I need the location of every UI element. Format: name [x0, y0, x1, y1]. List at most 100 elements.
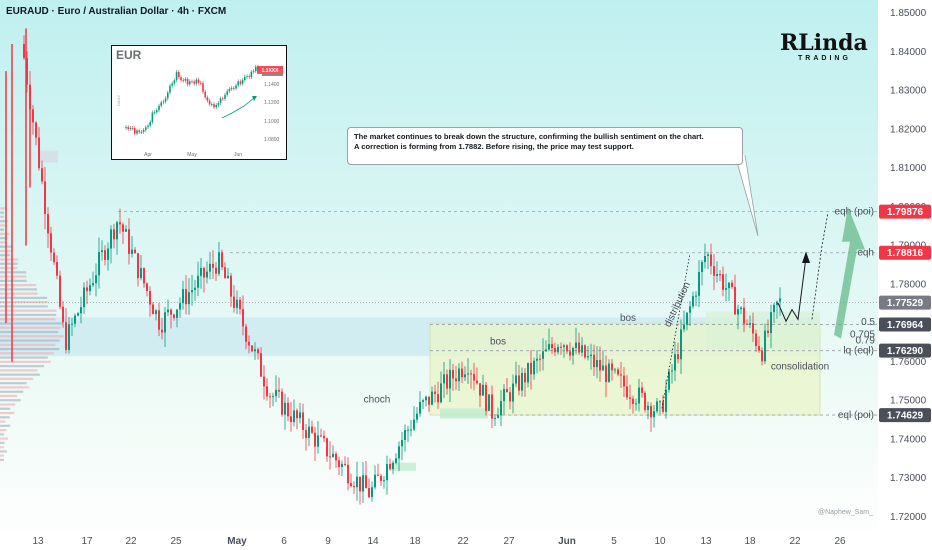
candle-body	[566, 345, 568, 352]
candle-body	[173, 314, 175, 318]
candle-body	[356, 476, 358, 488]
candle-body	[515, 375, 517, 384]
x-tick-label: 5	[611, 536, 617, 547]
chart-title: EURAUD · Euro / Australian Dollar · 4h ·…	[6, 6, 227, 17]
candle-body	[245, 326, 247, 342]
inset-candle-body	[186, 79, 189, 85]
candle-body	[317, 435, 319, 447]
candle-body	[647, 405, 649, 411]
candle-body	[179, 303, 181, 310]
candle-body	[425, 396, 427, 401]
volume-profile-bar	[0, 360, 51, 363]
candle-body	[398, 446, 400, 459]
candle-body	[611, 363, 613, 371]
x-tick-label: May	[227, 536, 247, 547]
candle-body	[221, 252, 223, 268]
candle-body	[188, 292, 190, 305]
candle-body	[200, 267, 202, 276]
candle-body	[350, 483, 352, 487]
volume-profile-bar	[0, 356, 48, 359]
level-label: lq (eql)	[843, 346, 874, 357]
inset-candle-body	[206, 97, 209, 101]
candle-body	[575, 342, 577, 348]
inset-candle-body	[241, 80, 244, 84]
candle-body	[692, 296, 694, 307]
y-tick-label: 1.82000	[890, 124, 927, 135]
volume-profile-bar	[0, 373, 40, 376]
candle-body	[737, 309, 739, 315]
price-tag	[879, 408, 931, 423]
inset-y-tick: 1.1400	[264, 82, 280, 88]
candle-body	[287, 402, 289, 417]
candle-body	[395, 458, 397, 463]
candle-body	[479, 383, 481, 396]
inset-candle-body	[175, 72, 178, 81]
y-tick-label: 1.76000	[890, 357, 927, 368]
volume-profile-bar	[0, 365, 45, 368]
candle-body	[275, 389, 277, 397]
candle-body	[143, 268, 145, 284]
callout-line-1: The market continues to break down the s…	[354, 132, 704, 141]
annotation-label: bos	[490, 336, 506, 347]
inset-candle-body	[195, 79, 198, 84]
candle-body	[191, 289, 193, 293]
volume-profile-bar	[0, 416, 10, 419]
inset-chart-eur: EUR 1.1XXX 1.1400 1.1200 1.1000 1.0800 Apr May…	[111, 45, 287, 160]
candle-body	[767, 330, 769, 333]
candle-body	[437, 393, 439, 403]
price-tag-label: 1.79876	[887, 207, 924, 218]
candle-body	[110, 229, 112, 249]
x-tick-label: 22	[125, 536, 137, 547]
volume-profile-bar	[0, 326, 61, 329]
candle-body	[542, 351, 544, 359]
candle-body	[719, 274, 721, 276]
time-axis-panel	[0, 530, 932, 550]
candle-body	[548, 343, 550, 350]
candle-body	[50, 233, 52, 253]
candle-body	[224, 267, 226, 279]
inset-candle-body	[136, 130, 138, 134]
candle-body	[758, 345, 760, 351]
candle-body	[710, 254, 712, 267]
candle-body	[662, 401, 664, 412]
candle-body	[572, 347, 574, 356]
volume-profile-bar	[0, 335, 64, 338]
candle-body	[353, 486, 355, 488]
candle-body	[632, 398, 634, 404]
candle-body	[761, 350, 763, 362]
analysis-callout: The market continues to break down the s…	[347, 127, 743, 165]
candle-body	[776, 301, 778, 305]
inset-candle-body	[233, 87, 235, 89]
volume-profile-bar	[0, 428, 7, 432]
candle-body	[623, 375, 625, 387]
candle-body	[554, 348, 556, 353]
candle-body	[260, 353, 262, 377]
candle-body	[359, 476, 361, 492]
volume-profile-bar	[0, 330, 58, 334]
candle-body	[257, 349, 259, 354]
price-tag	[879, 343, 931, 358]
candle-body	[314, 432, 316, 447]
volume-profile-bar	[0, 382, 27, 385]
candle-body	[461, 368, 463, 378]
candle-body	[320, 435, 322, 437]
volume-profile-bar	[0, 224, 6, 227]
inset-candle-body	[153, 112, 156, 114]
candle-body	[686, 312, 688, 325]
volume-profile-bar	[0, 237, 8, 240]
candle-body	[368, 488, 370, 498]
candle-body	[434, 391, 436, 394]
candle-body	[104, 250, 106, 260]
candle-body	[533, 360, 535, 375]
inset-candle-body	[151, 112, 154, 123]
candle-body	[620, 374, 622, 376]
inset-candle-body	[252, 71, 255, 72]
callout-line-2: A correction is forming from 1.7882. Bef…	[354, 142, 634, 151]
candle-body	[290, 416, 292, 423]
candle-body	[605, 365, 607, 382]
candle-body	[704, 255, 706, 263]
inset-candle-body	[182, 80, 184, 81]
inset-candle-body	[131, 127, 134, 129]
candle-body	[95, 275, 97, 284]
